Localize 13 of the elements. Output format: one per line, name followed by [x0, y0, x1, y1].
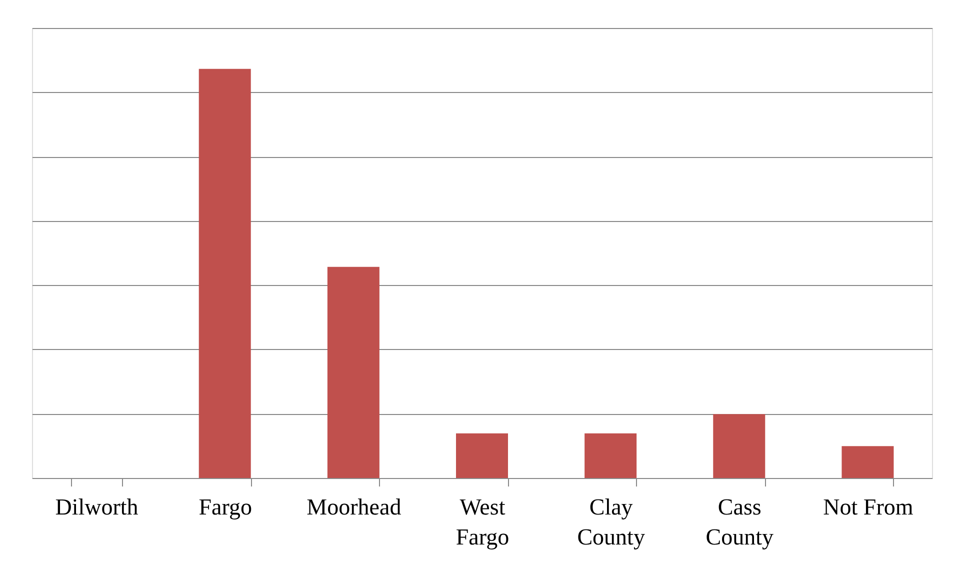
- x-tick-label: Dilworth: [55, 494, 139, 520]
- bar: [456, 433, 508, 478]
- x-tick-label: Clay County: [577, 494, 646, 550]
- bar: [584, 433, 637, 478]
- x-tick-label: Not From: [823, 494, 914, 520]
- x-tick-label: Fargo: [198, 494, 252, 520]
- x-tick-label: Moorhead: [306, 494, 402, 520]
- x-tick-label: Cass County: [706, 494, 774, 550]
- bar: [327, 266, 380, 478]
- bar: [713, 414, 766, 478]
- x-tick-label: West Fargo: [456, 494, 510, 550]
- bar: [842, 446, 894, 478]
- bar: [198, 68, 251, 478]
